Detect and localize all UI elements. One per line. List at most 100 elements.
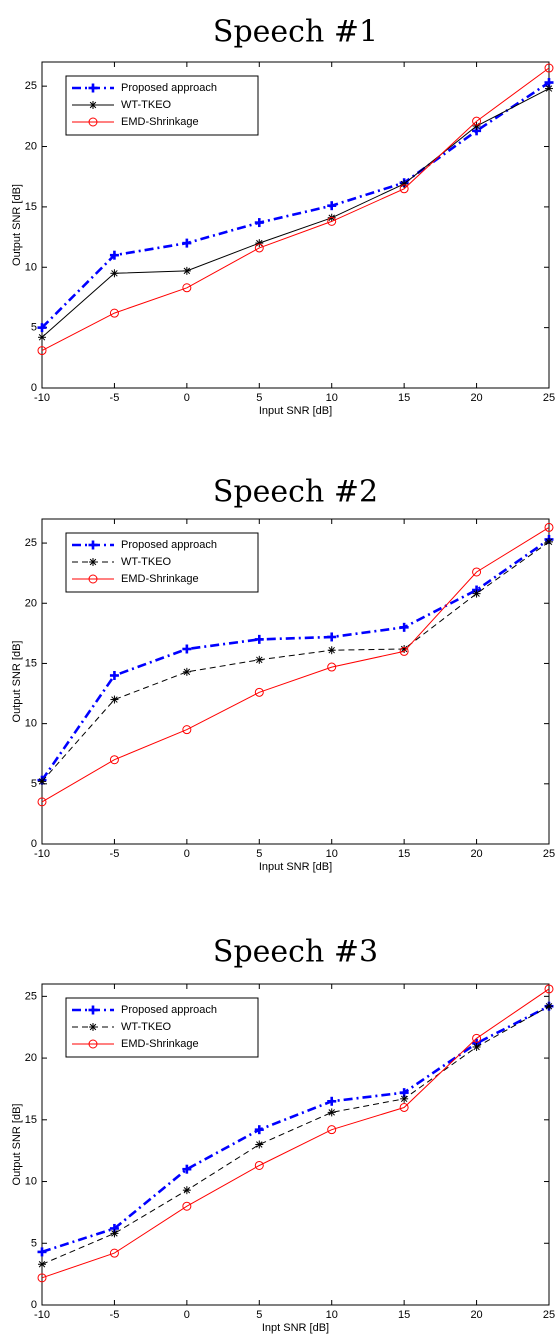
data-point — [399, 622, 409, 632]
x-tick-label: 15 — [398, 848, 410, 860]
data-point — [110, 1229, 119, 1238]
series-line — [41, 526, 550, 803]
chart-3: Speech #3 -10 -5 0 5 10 15 20 25 0 5 10 15 20 25 Inpt S… — [11, 935, 555, 1335]
data-point — [110, 269, 119, 278]
chart-title: Speech #3 — [213, 935, 378, 970]
data-point — [37, 323, 47, 333]
data-point — [37, 1247, 47, 1257]
data-point — [254, 1160, 264, 1170]
legend-entry: WT-TKEO — [72, 1021, 172, 1033]
y-tick-label: 5 — [31, 1237, 37, 1249]
legend-entry: WT-TKEO — [72, 99, 172, 111]
x-tick-label: 0 — [184, 1309, 190, 1321]
y-tick-label: 0 — [31, 1299, 37, 1311]
data-point — [399, 646, 409, 656]
series-emd-shrinkage — [37, 984, 554, 1283]
chart-title: Speech #1 — [213, 15, 378, 50]
series-line — [41, 88, 550, 338]
data-point — [109, 670, 119, 680]
data-point — [109, 755, 119, 765]
data-point — [182, 266, 191, 275]
y-axis-label: Output SNR [dB] — [11, 1104, 23, 1186]
x-axis-label: Input SNR [dB] — [259, 861, 332, 873]
data-point — [544, 522, 554, 532]
data-point — [182, 667, 191, 676]
data-point — [327, 1108, 336, 1117]
y-tick-label: 20 — [25, 141, 37, 153]
legend-entry: EMD-Shrinkage — [72, 1038, 199, 1050]
data-point — [544, 63, 554, 73]
data-point — [255, 239, 264, 248]
y-tick-label: 10 — [25, 261, 37, 273]
x-tick-label: 25 — [543, 1309, 555, 1321]
data-point — [545, 1002, 553, 1011]
legend-label: WT-TKEO — [121, 1021, 172, 1033]
x-axis-label: Input SNR [dB] — [259, 405, 332, 417]
data-point — [110, 695, 119, 704]
data-point — [255, 655, 264, 664]
legend-label: EMD-Shrinkage — [121, 116, 199, 128]
data-point — [182, 1201, 192, 1211]
x-tick-label: 25 — [543, 848, 555, 860]
data-point — [472, 1042, 481, 1051]
x-tick-label: 20 — [470, 848, 482, 860]
data-point — [109, 250, 119, 260]
legend: Proposed approach WT-TKEO EMD-Shrinkage — [65, 532, 259, 593]
data-point — [37, 797, 47, 807]
x-tick-label: 10 — [326, 392, 338, 404]
x-tick-label: 10 — [326, 848, 338, 860]
x-tick-label: 0 — [184, 392, 190, 404]
data-point — [182, 283, 192, 293]
data-point — [327, 201, 337, 211]
data-point — [37, 346, 47, 356]
data-point — [38, 777, 46, 786]
data-point — [399, 1102, 409, 1112]
data-point — [472, 567, 482, 577]
series-line — [41, 67, 550, 352]
x-tick-label: 15 — [398, 1309, 410, 1321]
data-point — [109, 1248, 119, 1258]
legend-marker — [89, 1023, 97, 1031]
legend-label: Proposed approach — [121, 1004, 217, 1016]
data-point — [327, 646, 336, 655]
series-emd-shrinkage — [37, 522, 554, 807]
data-point — [254, 634, 264, 644]
legend-marker — [88, 574, 98, 584]
legend-label: Proposed approach — [121, 82, 217, 94]
x-tick-label: 25 — [543, 392, 555, 404]
series-line — [41, 81, 550, 329]
legend-marker — [88, 1005, 98, 1015]
legend-marker — [88, 117, 98, 127]
data-point — [400, 179, 409, 188]
data-point — [38, 1260, 46, 1269]
y-tick-label: 20 — [25, 1052, 37, 1064]
x-tick-label: 0 — [184, 848, 190, 860]
x-tick-label: 5 — [256, 392, 262, 404]
legend-label: WT-TKEO — [121, 99, 172, 111]
data-point — [327, 632, 337, 642]
legend-label: EMD-Shrinkage — [121, 1038, 199, 1050]
legend-marker — [89, 101, 97, 109]
y-tick-label: 25 — [25, 537, 37, 549]
data-point — [327, 1125, 337, 1135]
data-point — [182, 644, 192, 654]
data-point — [545, 84, 553, 93]
legend-label: WT-TKEO — [121, 556, 172, 568]
data-point — [255, 1140, 264, 1149]
series-emd-shrinkage — [37, 63, 554, 356]
y-tick-label: 10 — [25, 1176, 37, 1188]
data-point — [544, 984, 554, 994]
legend-marker — [88, 540, 98, 550]
x-tick-label: -5 — [110, 848, 120, 860]
data-point — [182, 725, 192, 735]
y-axis-label: Output SNR [dB] — [11, 641, 23, 723]
x-tick-label: 5 — [256, 848, 262, 860]
x-tick-label: -10 — [34, 848, 50, 860]
y-tick-label: 10 — [25, 718, 37, 730]
y-tick-label: 5 — [31, 322, 37, 334]
data-point — [472, 1033, 482, 1043]
legend-entry: Proposed approach — [72, 1004, 217, 1016]
data-point — [545, 537, 553, 546]
series-line — [41, 541, 550, 782]
